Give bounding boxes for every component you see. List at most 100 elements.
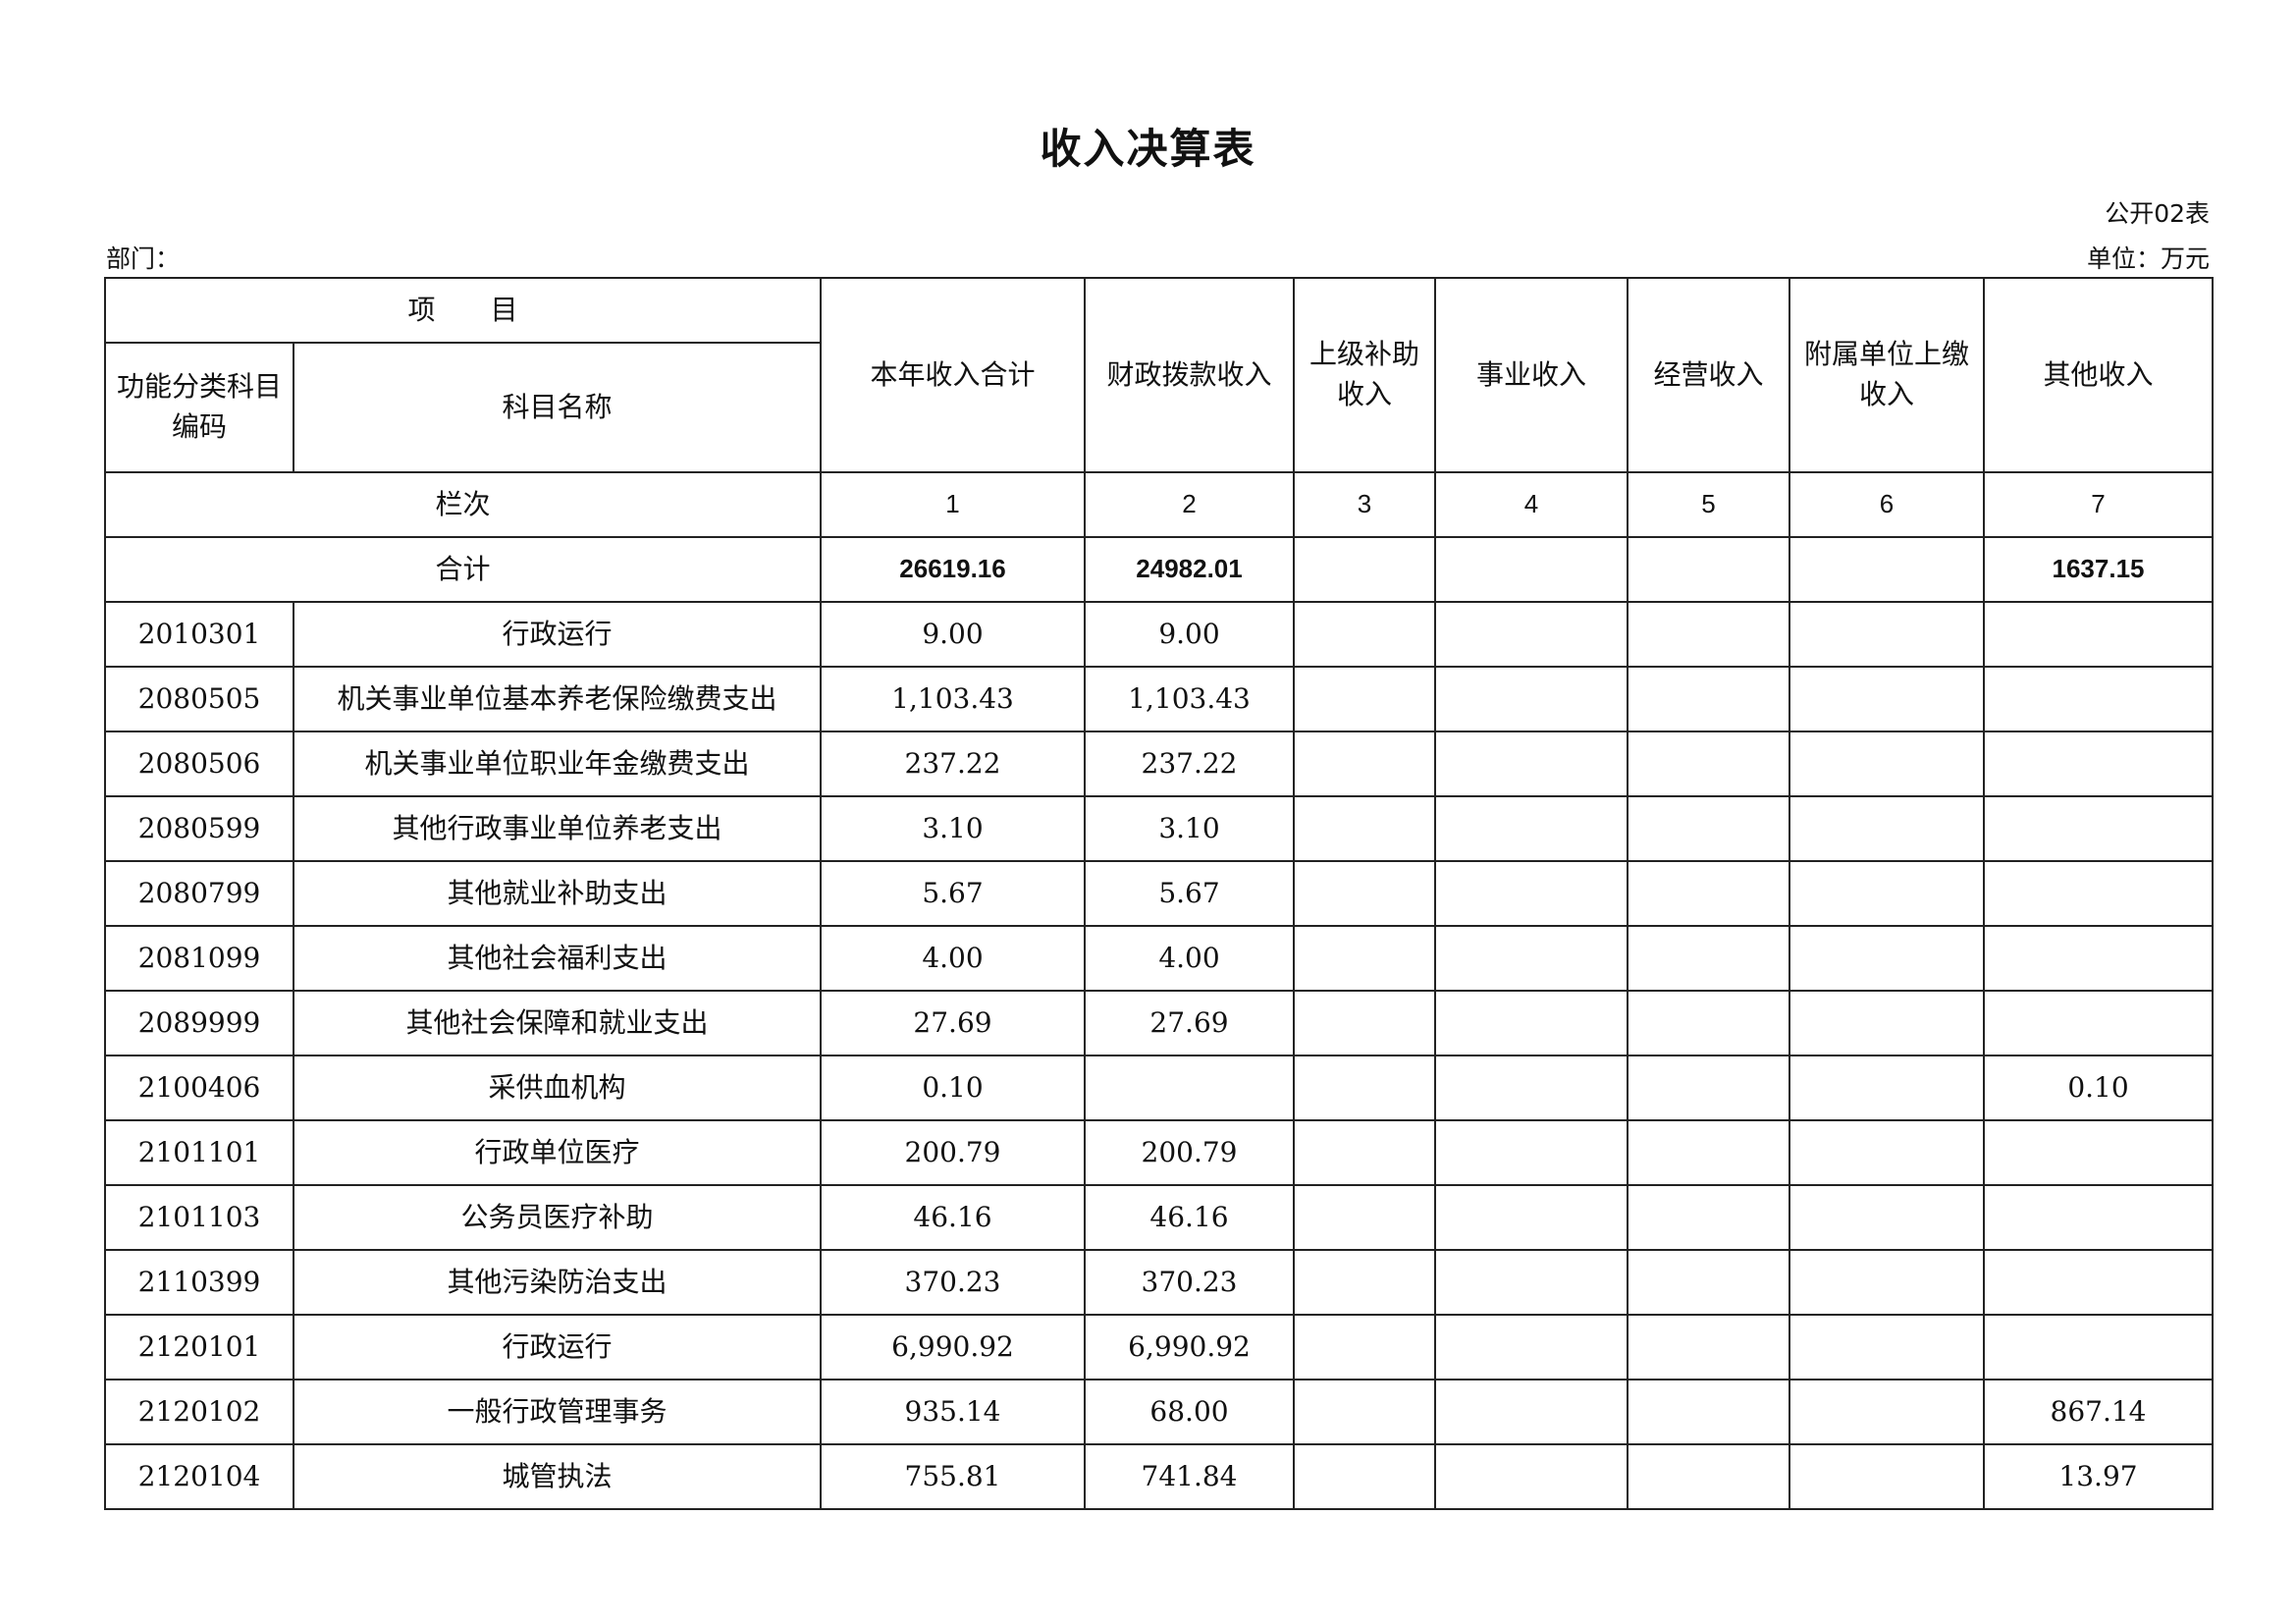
value-cell: 370.23 (820, 1249, 1087, 1316)
value-cell (1983, 925, 2215, 992)
subject-name: 行政运行 (292, 1314, 823, 1380)
total-row: 合计 26619.16 24982.01 1637.15 (103, 536, 2215, 603)
value-cell (1983, 860, 2215, 927)
value-cell: 4.00 (820, 925, 1087, 992)
value-cell (1983, 1314, 2215, 1380)
subject-name: 其他社会福利支出 (292, 925, 823, 992)
subject-name: 行政运行 (292, 601, 823, 668)
value-cell (1789, 666, 1986, 732)
value-cell (1627, 1119, 1791, 1186)
value-cell (1789, 925, 1986, 992)
value-cell (1293, 1314, 1437, 1380)
value-cell (1293, 1184, 1437, 1251)
table-row: 2010301 行政运行 9.00 9.00 (104, 601, 2215, 668)
value-cell (1434, 1379, 1629, 1445)
table-row: 2089999 其他社会保障和就业支出 27.69 27.69 (104, 990, 2215, 1056)
value-cell (1293, 666, 1437, 732)
value-cell (1983, 1184, 2215, 1251)
value-cell (1627, 1249, 1791, 1316)
value-cell: 5.67 (820, 860, 1087, 927)
table-row: 2120104 城管执法 755.81 741.84 13.97 (104, 1443, 2215, 1510)
value-cell (1789, 1314, 1986, 1380)
value-cell: 13.97 (1983, 1443, 2215, 1510)
value-cell (1789, 1184, 1986, 1251)
total-value: 24982.01 (1084, 536, 1296, 603)
column-index: 4 (1434, 471, 1629, 538)
value-cell: 867.14 (1983, 1379, 2215, 1445)
value-cell: 6,990.92 (820, 1314, 1087, 1380)
value-cell (1627, 601, 1791, 668)
value-cell (1434, 1119, 1629, 1186)
total-value: 1637.15 (1983, 536, 2215, 603)
value-cell: 4.00 (1084, 925, 1296, 992)
value-cell (1434, 1184, 1629, 1251)
table-row: 2120101 行政运行 6,990.92 6,990.92 (104, 1314, 2215, 1380)
value-cell (1434, 860, 1629, 927)
table-row: 2101103 公务员医疗补助 46.16 46.16 (104, 1184, 2215, 1251)
value-cell: 46.16 (820, 1184, 1087, 1251)
subject-name: 采供血机构 (292, 1055, 823, 1121)
subject-code: 2080505 (104, 666, 294, 732)
value-cell (1789, 795, 1986, 862)
header-col-2: 财政拨款收入 (1084, 277, 1296, 473)
table-row: 2100406 采供血机构 0.10 0.10 (104, 1055, 2215, 1121)
value-cell: 0.10 (1983, 1055, 2215, 1121)
value-cell (1293, 990, 1437, 1056)
header-col-1: 本年收入合计 (820, 277, 1087, 473)
subject-code: 2100406 (104, 1055, 294, 1121)
value-cell: 3.10 (1084, 795, 1296, 862)
value-cell: 741.84 (1084, 1443, 1296, 1510)
value-cell (1293, 1443, 1437, 1510)
value-cell (1789, 1443, 1986, 1510)
value-cell (1293, 601, 1437, 668)
header-col-7: 其他收入 (1983, 277, 2215, 473)
value-cell (1293, 925, 1437, 992)
value-cell (1789, 990, 1986, 1056)
column-index: 2 (1084, 471, 1296, 538)
value-cell (1789, 860, 1986, 927)
value-cell (1293, 1379, 1437, 1445)
value-cell: 1,103.43 (820, 666, 1087, 732)
value-cell (1983, 795, 2215, 862)
value-cell (1983, 731, 2215, 797)
column-index-row: 栏次 1 2 3 4 5 6 7 (103, 471, 2215, 538)
value-cell (1627, 1443, 1791, 1510)
value-cell (1983, 1249, 2215, 1316)
value-cell: 935.14 (820, 1379, 1087, 1445)
subject-name: 公务员医疗补助 (292, 1184, 823, 1251)
subject-name: 其他污染防治支出 (292, 1249, 823, 1316)
table-row: 2081099 其他社会福利支出 4.00 4.00 (104, 925, 2215, 992)
subject-code: 2080506 (104, 731, 294, 797)
column-index: 1 (820, 471, 1087, 538)
value-cell (1434, 666, 1629, 732)
header-col-3: 上级补助收入 (1293, 277, 1437, 473)
value-cell (1293, 1249, 1437, 1316)
subject-code: 2081099 (104, 925, 294, 992)
value-cell: 237.22 (820, 731, 1087, 797)
value-cell (1434, 1249, 1629, 1316)
value-cell (1293, 1055, 1437, 1121)
column-index: 7 (1983, 471, 2215, 538)
value-cell (1983, 1119, 2215, 1186)
subject-code: 2110399 (104, 1249, 294, 1316)
subject-name: 一般行政管理事务 (292, 1379, 823, 1445)
column-index: 3 (1293, 471, 1437, 538)
value-cell: 68.00 (1084, 1379, 1296, 1445)
value-cell: 46.16 (1084, 1184, 1296, 1251)
table-row: 2080599 其他行政事业单位养老支出 3.10 3.10 (104, 795, 2215, 862)
value-cell: 755.81 (820, 1443, 1087, 1510)
value-cell (1434, 795, 1629, 862)
value-cell: 200.79 (820, 1119, 1087, 1186)
value-cell (1627, 795, 1791, 862)
subject-name: 其他行政事业单位养老支出 (292, 795, 823, 862)
subject-code: 2120101 (104, 1314, 294, 1380)
subject-code: 2089999 (104, 990, 294, 1056)
value-cell: 6,990.92 (1084, 1314, 1296, 1380)
subject-code: 2120102 (104, 1379, 294, 1445)
column-index-label: 栏次 (103, 471, 823, 538)
table-row: 2110399 其他污染防治支出 370.23 370.23 (104, 1249, 2215, 1316)
value-cell: 5.67 (1084, 860, 1296, 927)
total-label: 合计 (103, 536, 823, 603)
value-cell (1789, 1379, 1986, 1445)
value-cell: 370.23 (1084, 1249, 1296, 1316)
